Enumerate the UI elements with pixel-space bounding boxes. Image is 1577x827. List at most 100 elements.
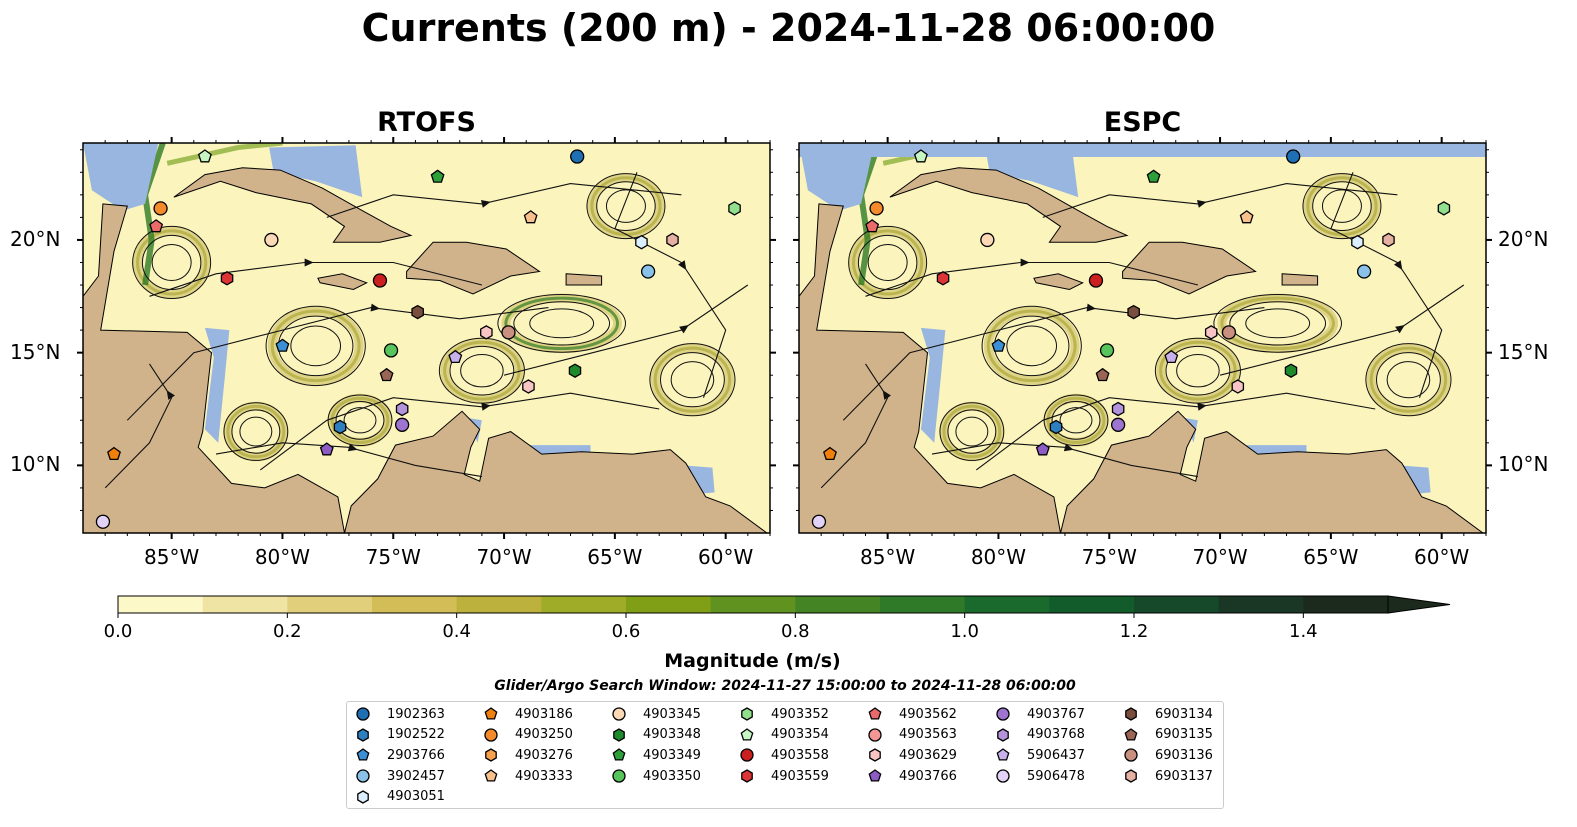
legend-marker-hexagon	[485, 748, 497, 763]
float-marker-4903629	[1231, 379, 1245, 394]
legend-marker-hexagon	[1125, 707, 1137, 721]
float-marker-5906478	[811, 514, 827, 529]
float-legend: 1902363 1902522 2903766 3902457 4903051 49031…	[346, 701, 1224, 809]
legend-item: 1902522	[355, 725, 445, 745]
legend-marker-pentagon	[484, 769, 498, 782]
streamline	[104, 363, 173, 489]
colorbar-segment	[456, 596, 542, 613]
streamline-arrow	[1197, 402, 1207, 411]
legend-marker-hexagon	[741, 707, 753, 721]
float-marker-6903135	[1095, 367, 1110, 382]
streamline	[820, 363, 889, 489]
streamline-arrow	[166, 390, 175, 400]
colorbar-segment	[287, 596, 373, 613]
eddy-streamline	[955, 416, 989, 447]
streamline-arrow	[1395, 325, 1405, 334]
legend-item: 4903250	[483, 725, 573, 745]
eddy-streamline	[265, 305, 366, 387]
panel-title-rtofs: RTOFS	[377, 107, 476, 138]
legend-item: 6903136	[1123, 745, 1213, 765]
lat-tick-label: 20°N	[1498, 226, 1549, 251]
legend-label: 4903629	[899, 747, 957, 763]
colorbar-tick-label: 1.2	[1119, 621, 1149, 642]
streamline-arrow	[1063, 443, 1074, 452]
legend-label: 4903186	[515, 706, 573, 722]
masked-strip	[799, 143, 1486, 157]
float-marker-4903186	[107, 446, 121, 461]
colorbar-segment	[1303, 596, 1389, 613]
float-marker-4903186	[823, 446, 837, 461]
shallow-water	[204, 327, 230, 443]
lon-tick-label: 60°W	[698, 545, 754, 569]
eddy-streamline	[132, 225, 212, 300]
float-marker-6903137	[1382, 232, 1395, 248]
legend-label: 4903051	[387, 789, 445, 805]
map-panel-rtofs	[77, 137, 776, 539]
legend-label: 2903766	[387, 747, 445, 763]
lon-tick-label: 60°W	[1414, 545, 1470, 569]
streamline-arrow	[1020, 258, 1030, 267]
float-marker-4903333	[1239, 210, 1254, 224]
eddy-streamline	[335, 400, 385, 440]
float-marker-1902522	[1049, 419, 1063, 435]
legend-marker-circle	[868, 728, 882, 742]
legend-label: 4903563	[899, 727, 957, 743]
legend-label: 6903137	[1155, 768, 1213, 784]
shallow-water	[985, 145, 1079, 198]
land-jamaica	[1033, 273, 1084, 291]
legend-label: 4903250	[515, 727, 573, 743]
streamline-arrow	[679, 325, 689, 334]
colorbar-label: Magnitude (m/s)	[664, 650, 841, 672]
speed-core	[942, 404, 1002, 459]
float-marker-4903345	[264, 232, 279, 248]
search-window-text: Glider/Argo Search Window: 2024-11-27 15…	[494, 678, 1076, 694]
legend-label: 4903558	[771, 747, 829, 763]
land-cuba	[889, 167, 1129, 243]
float-marker-4903352	[728, 201, 741, 216]
colorbar	[117, 595, 1451, 618]
streamline-arrow	[481, 402, 491, 411]
lon-tick-label: 70°W	[1192, 545, 1248, 569]
eddy-streamline	[605, 189, 646, 223]
legend-label: 4903767	[1027, 706, 1085, 722]
streamline	[975, 392, 1376, 471]
legend-marker-hexagon	[357, 790, 369, 804]
legend-marker-pentagon	[996, 748, 1010, 761]
legend-marker-circle	[996, 707, 1010, 721]
legend-item: 4903559	[739, 766, 829, 786]
shallow-water	[920, 327, 946, 443]
eddy-streamline	[438, 337, 525, 404]
lat-tick-label: 15°N	[10, 339, 61, 364]
float-marker-6903134	[1127, 304, 1140, 320]
eddy-streamline	[981, 305, 1082, 387]
legend-item: 6903137	[1123, 766, 1213, 786]
legend-marker-circle	[356, 707, 370, 721]
float-marker-4903350	[1099, 343, 1115, 358]
legend-item: 4903562	[867, 704, 957, 724]
legend-label: 4903562	[899, 706, 957, 722]
land-central-america	[83, 203, 346, 533]
legend-marker-pentagon	[740, 727, 754, 741]
eddy-streamline	[857, 234, 918, 291]
colorbar-segment	[541, 596, 627, 613]
land-south-america	[343, 410, 770, 533]
streamline-arrow	[678, 260, 687, 271]
speed-core	[226, 404, 286, 459]
streamline	[931, 442, 1198, 478]
legend-label: 6903134	[1155, 706, 1213, 722]
float-marker-4903562	[149, 219, 164, 233]
legend-item: 4903558	[739, 745, 829, 765]
legend-label: 4903350	[643, 768, 701, 784]
float-marker-1902363	[1286, 149, 1301, 164]
legend-item: 1902363	[355, 704, 445, 724]
legend-marker-circle	[1124, 748, 1138, 763]
speed-core	[1369, 346, 1448, 413]
speed-core	[443, 340, 521, 401]
land-puerto-rico	[1281, 273, 1319, 286]
eddy-streamline	[1376, 352, 1441, 408]
map-panels	[77, 137, 1492, 539]
float-marker-4903051	[635, 234, 648, 250]
float-marker-4903349	[430, 169, 445, 183]
yucatan-current	[142, 143, 166, 286]
map-panel-espc	[793, 137, 1492, 539]
